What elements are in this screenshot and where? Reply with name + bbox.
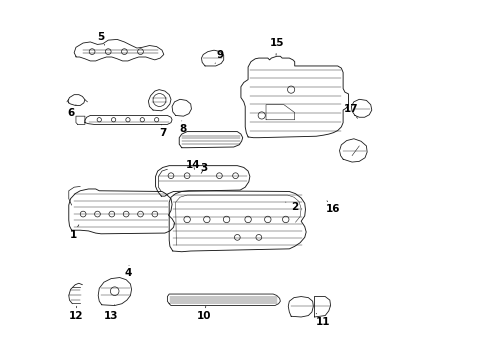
Text: 15: 15 <box>269 38 284 55</box>
Text: 11: 11 <box>316 314 330 327</box>
Text: 14: 14 <box>186 160 201 170</box>
Text: 3: 3 <box>200 163 207 173</box>
Text: 6: 6 <box>67 105 76 118</box>
Text: 7: 7 <box>159 125 166 138</box>
Text: 9: 9 <box>215 50 223 63</box>
Text: 5: 5 <box>97 32 104 45</box>
Text: 10: 10 <box>197 306 211 320</box>
Text: 17: 17 <box>344 104 358 118</box>
Text: 2: 2 <box>285 202 298 212</box>
Text: 8: 8 <box>179 121 186 134</box>
Text: 4: 4 <box>124 265 131 278</box>
Text: 1: 1 <box>69 225 79 239</box>
Text: 13: 13 <box>103 305 118 320</box>
Text: 12: 12 <box>68 306 83 320</box>
Text: 16: 16 <box>325 201 340 215</box>
